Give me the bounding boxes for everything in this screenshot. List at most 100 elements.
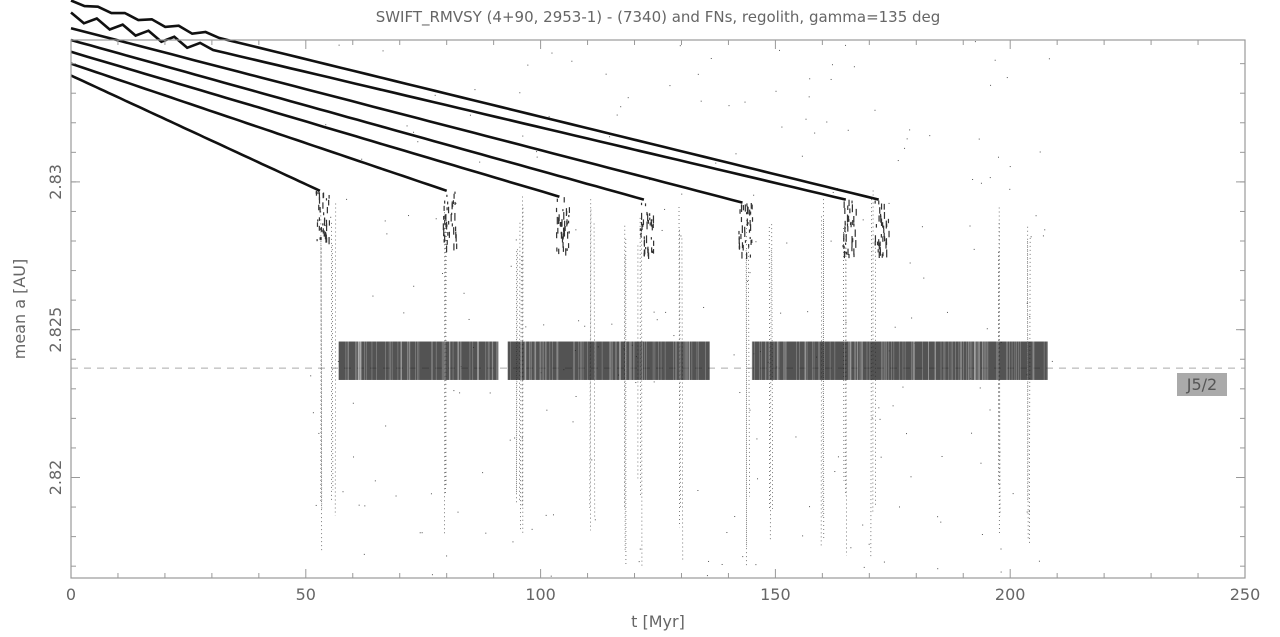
drop-off-dot [564,220,566,227]
drop-off-dot [846,223,849,227]
scatter-dot [814,132,816,134]
drop-off-dot [846,214,849,223]
scatter-dot [708,560,710,562]
scatter-dot [921,226,923,228]
scatter-dot [989,177,991,179]
drop-off-dot [442,223,444,231]
scatter-dot [969,225,971,227]
scatter-dot [753,194,755,196]
scatter-dot [910,476,912,478]
drop-off-dot [653,240,655,246]
drop-off-dot [741,251,743,259]
drop-off-dot [445,245,448,253]
drop-off-dot [640,228,643,232]
scatter-dot [536,151,538,153]
drop-off-dot [845,234,847,242]
drop-off-dot [845,251,848,255]
scatter-dot [1029,316,1031,318]
scatter-dot [594,519,596,521]
excursion-streak [1029,237,1031,544]
drop-off-dot [647,213,649,222]
scatter-dot [384,220,386,222]
drop-off-dot [882,252,884,257]
scatter-dot [808,96,810,98]
drop-off-dot [325,198,328,201]
drop-off-dot [323,230,325,237]
drop-off-dot [848,199,850,207]
drop-off-dot [320,237,322,241]
drop-off-dot [853,223,855,227]
drop-off-dot [443,215,445,220]
drop-off-dot [749,219,751,226]
drop-off-dot [640,212,643,220]
scatter-dot [485,532,487,534]
scatter-dot [434,94,436,96]
resonance-band [526,341,710,380]
drop-off-dot [843,237,845,242]
drop-off-dot [649,222,651,226]
drop-off-dot [643,239,646,247]
scatter-dot [474,89,476,91]
drop-off-dot [558,248,560,255]
drop-off-dot [843,233,845,240]
scatter-dot [421,532,423,534]
scatter-dot [578,320,580,322]
drop-off-dot [328,220,331,226]
y-axis-label: mean a [AU] [10,259,29,360]
scatter-dot [929,135,931,137]
scatter-dot [653,311,655,313]
drop-off-dot [855,208,857,216]
drop-off-dot [843,245,845,249]
scatter-dot [681,193,683,195]
drop-off-dot [316,222,319,227]
drop-off-dot [556,198,558,202]
scatter-dot [1000,571,1002,573]
scatter-dot [845,44,847,46]
scatter-dot [1048,58,1050,60]
scatter-dot [669,85,671,87]
drop-off-dot [749,236,751,240]
drop-off-dot [559,222,561,227]
drift-track [70,38,645,201]
drop-off-dot [878,215,880,222]
drop-off-dot [561,236,564,243]
scatter-dot [372,295,374,297]
drop-off-dot [853,253,855,258]
drop-off-dot [456,243,458,250]
drop-off-dot [848,254,850,259]
drop-off-dot [847,226,849,232]
scatter-dot [679,45,681,47]
drift-track [70,26,743,204]
scatter-dot [979,387,981,389]
scatter-dot [1026,302,1028,304]
scatter-dot [435,218,437,220]
drop-off-dot [879,247,881,250]
scatter-dot [310,375,312,377]
excursion-streak [748,247,750,497]
scatter-dot [853,66,855,68]
drop-off-dot [446,239,448,245]
drop-off-dot [880,215,882,223]
scatter-dot [611,323,613,325]
scatter-dot [756,438,758,440]
drop-off-dot [740,204,743,212]
resonance-label: J5/2 [1186,375,1217,394]
drop-off-dot [322,202,324,209]
drop-off-dot [746,206,749,214]
scatter-dot [863,566,865,568]
drop-off-dot [748,244,750,248]
scatter-dot [739,392,741,394]
drop-off-dot [455,231,457,239]
drop-off-dot [448,220,450,225]
scatter-dot [703,306,705,308]
excursion-streak [845,223,847,556]
scatter-dot [746,280,748,282]
drop-off-dot [454,226,457,232]
drop-off-dot [749,211,752,215]
drop-off-dot [751,217,754,222]
drop-off-dot [651,219,653,222]
scatter-dot [733,354,735,356]
scatter-dot [980,462,982,464]
drop-off-dot [318,192,321,201]
scatter-dot [571,60,573,62]
